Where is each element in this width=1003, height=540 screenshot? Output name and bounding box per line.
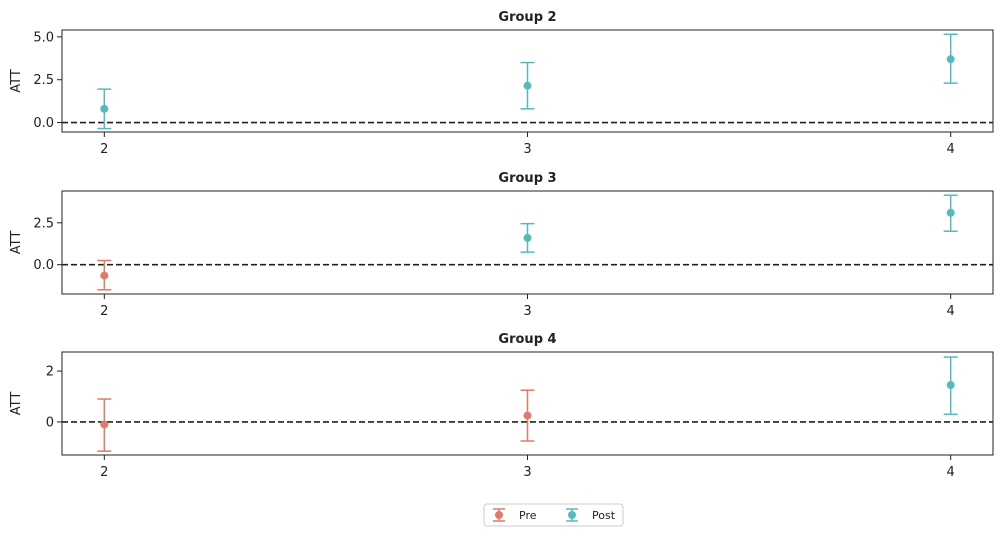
point-pre bbox=[523, 411, 532, 420]
y-tick-label: 0.0 bbox=[33, 116, 54, 131]
panel-3: Group 4 ATT 0 2 2 3 4 bbox=[9, 332, 994, 480]
panel-title: Group 3 bbox=[498, 171, 556, 186]
y-tick-label: 2 bbox=[46, 365, 54, 380]
x-tick-label: 2 bbox=[100, 465, 108, 480]
point-post bbox=[523, 81, 532, 90]
point-post bbox=[946, 55, 955, 64]
point-post bbox=[946, 381, 955, 390]
point-post bbox=[946, 208, 955, 217]
x-tick-label: 3 bbox=[523, 142, 531, 157]
legend-entry-post: Post bbox=[566, 508, 616, 522]
y-axis-label: ATT bbox=[9, 392, 24, 416]
legend-marker-icon bbox=[568, 511, 576, 519]
point-pre bbox=[100, 271, 109, 280]
x-tick-label: 2 bbox=[100, 304, 108, 319]
x-tick-label: 3 bbox=[523, 304, 531, 319]
panel-2: Group 3 ATT 0.0 2.5 2 3 4 bbox=[9, 171, 994, 319]
y-tick-label: 0.0 bbox=[33, 258, 54, 273]
point-post bbox=[100, 104, 109, 113]
legend-marker-icon bbox=[495, 511, 503, 519]
point-pre bbox=[100, 420, 109, 429]
panel-1: Group 2 ATT 0.0 2.5 5.0 2 3 4 bbox=[9, 10, 994, 157]
x-tick-label: 4 bbox=[947, 465, 955, 480]
y-tick-label: 0 bbox=[46, 415, 54, 430]
axes-frame bbox=[61, 351, 994, 456]
legend-label: Pre bbox=[519, 509, 537, 522]
y-axis-label: ATT bbox=[9, 231, 24, 255]
panel-title: Group 2 bbox=[498, 10, 556, 25]
legend: Pre Post bbox=[483, 503, 624, 527]
point-post bbox=[523, 233, 532, 242]
y-tick-label: 5.0 bbox=[33, 30, 54, 45]
x-tick-label: 2 bbox=[100, 142, 108, 157]
x-tick-label: 4 bbox=[947, 142, 955, 157]
panel-title: Group 4 bbox=[498, 332, 556, 347]
legend-entry-pre: Pre bbox=[493, 508, 537, 522]
y-tick-label: 2.5 bbox=[33, 216, 54, 231]
legend-box bbox=[483, 503, 624, 527]
x-tick-label: 3 bbox=[523, 465, 531, 480]
legend-label: Post bbox=[592, 509, 616, 522]
y-axis-label: ATT bbox=[9, 69, 24, 93]
x-tick-label: 4 bbox=[947, 304, 955, 319]
axes-frame bbox=[61, 190, 994, 295]
y-tick-label: 2.5 bbox=[33, 73, 54, 88]
axes-frame bbox=[61, 29, 994, 133]
